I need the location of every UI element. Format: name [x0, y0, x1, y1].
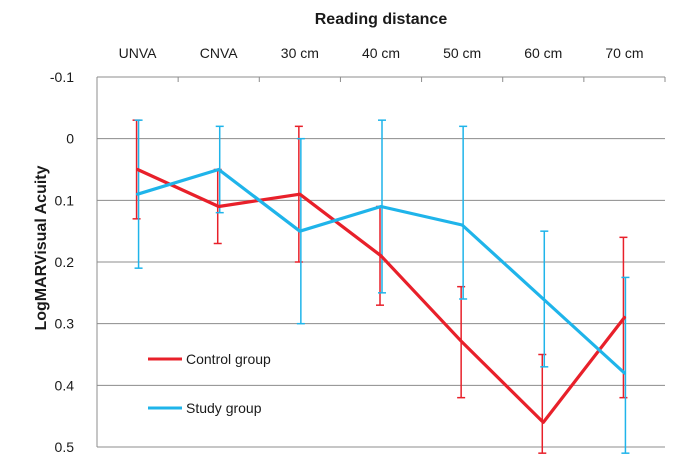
x-tick-label: CNVA: [200, 45, 239, 61]
y-tick-label: 0.3: [55, 316, 75, 332]
error-bar: [621, 276, 630, 454]
x-tick-label: 30 cm: [281, 45, 319, 61]
gridlines: [97, 76, 665, 448]
tick-labels: -0.1 0 0.1 0.2 0.3 0.4 0.5 UNVA CNVA 30 cm 40 cm 50…: [50, 45, 644, 454]
x-tick-label: UNVA: [119, 45, 158, 61]
y-tick-label: 0: [66, 131, 74, 147]
error-bar: [459, 125, 468, 300]
y-tick-label: 0.2: [55, 254, 75, 270]
x-tick-label: 70 cm: [605, 45, 643, 61]
series-line-study: [135, 167, 627, 375]
y-tick-label: 0.1: [55, 192, 75, 208]
legend: Control group Study group: [148, 351, 271, 416]
x-tick-label: 50 cm: [443, 45, 481, 61]
error-bar: [538, 353, 547, 454]
x-tick-label: 40 cm: [362, 45, 400, 61]
x-axis-title: Reading distance: [315, 11, 448, 28]
series-lines: [135, 167, 627, 424]
axes: [96, 77, 666, 447]
legend-label-study: Study group: [186, 400, 262, 416]
y-tick-label: 0.5: [55, 439, 75, 454]
y-axis-title: LogMARVisual Acuity: [33, 165, 50, 330]
y-tick-label: 0.4: [55, 377, 75, 393]
series-line-control: [135, 167, 627, 424]
y-tick-label: -0.1: [50, 69, 74, 85]
x-tick-label: 60 cm: [524, 45, 562, 61]
legend-label-control: Control group: [186, 351, 271, 367]
